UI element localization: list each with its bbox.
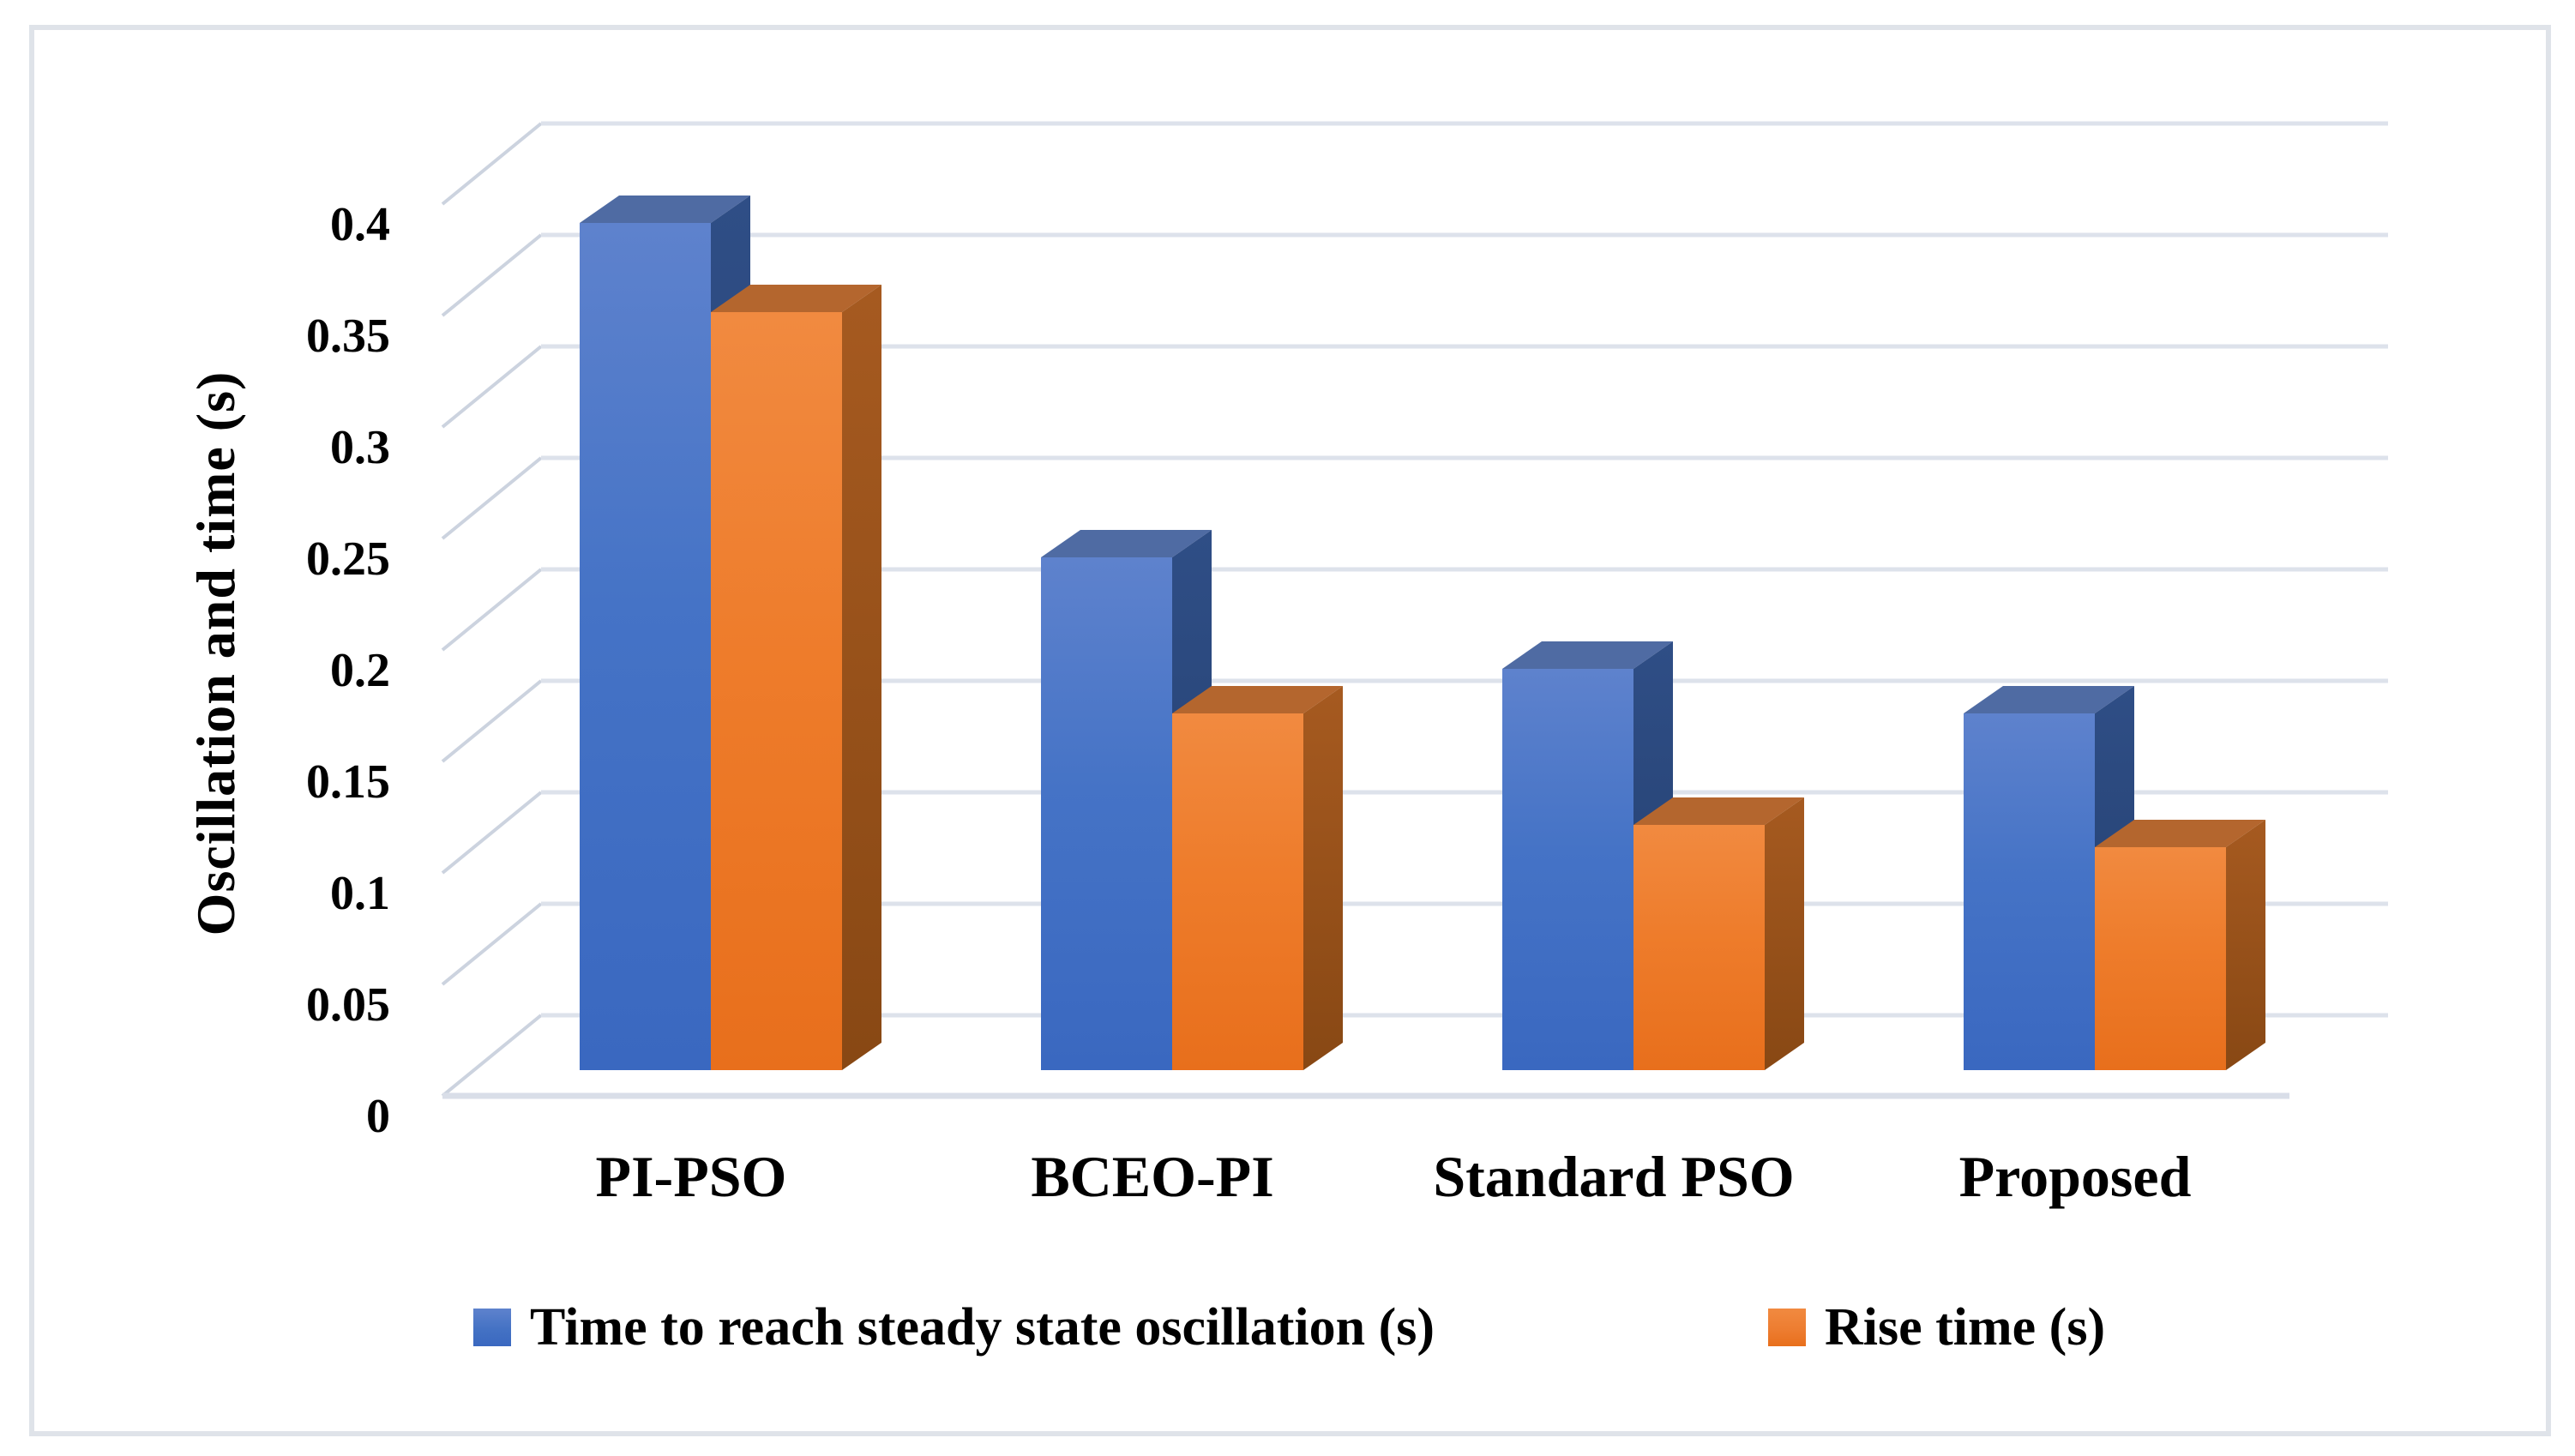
- y-tick-label-0: 0: [366, 1090, 390, 1143]
- legend-swatch-series1-icon: [473, 1309, 511, 1346]
- bar-front-face: [1633, 825, 1765, 1070]
- bar-top-face: [1964, 686, 2134, 713]
- legend-item-series2: Rise time (s): [1768, 1297, 2105, 1358]
- bar-front-face: [580, 223, 711, 1070]
- bar-side-face: [1765, 797, 1804, 1070]
- bar-top-face: [1041, 530, 1212, 557]
- bar-front-face: [1041, 557, 1172, 1070]
- y-tick-label-0.1: 0.1: [330, 867, 390, 920]
- bar-side-face: [2226, 820, 2265, 1070]
- bar-top-face: [580, 196, 750, 223]
- bar-front-face: [1502, 669, 1633, 1070]
- bar-front-face: [1964, 713, 2095, 1070]
- x-category-label-pi-pso: PI-PSO: [595, 1144, 787, 1209]
- legend-item-series1: Time to reach steady state oscillation (…: [473, 1297, 1435, 1358]
- bar-bceo-pi-series2: [1172, 686, 1343, 1070]
- y-tick-label-0.15: 0.15: [306, 755, 390, 809]
- y-tick-line-0.4: [441, 122, 543, 206]
- y-tick-label-0.35: 0.35: [306, 310, 390, 363]
- y-tick-label-0.05: 0.05: [306, 978, 390, 1032]
- legend-label-series1: Time to reach steady state oscillation (…: [530, 1297, 1435, 1357]
- y-tick-line-0.2: [441, 568, 543, 652]
- bar-front-face: [711, 312, 842, 1070]
- y-tick-line-0.15: [441, 679, 543, 763]
- bar-top-face: [1502, 641, 1673, 669]
- bar-front-face: [1172, 713, 1303, 1070]
- bar-pi-pso-series2: [711, 285, 881, 1070]
- legend-label-series2: Rise time (s): [1825, 1297, 2106, 1357]
- bar-top-face: [711, 285, 881, 312]
- y-tick-label-0.25: 0.25: [306, 532, 390, 586]
- y-tick-line-0.35: [441, 233, 543, 317]
- x-category-label-standard-pso: Standard PSO: [1433, 1144, 1795, 1209]
- y-tick-line-0.25: [441, 456, 543, 540]
- bar-top-face: [2095, 820, 2265, 847]
- y-tick-line-0.05: [441, 902, 543, 986]
- bar-top-face: [1172, 686, 1343, 713]
- bars: [580, 196, 2265, 1070]
- bar-proposed-series2: [2095, 820, 2265, 1070]
- bar-front-face: [2095, 847, 2226, 1070]
- y-tick-label-0.2: 0.2: [330, 644, 390, 697]
- y-tick-line-0.3: [441, 345, 543, 429]
- x-category-label-bceo-pi: BCEO-PI: [1031, 1144, 1274, 1209]
- y-tick-line-0.1: [441, 791, 543, 875]
- bar-top-face: [1633, 797, 1804, 825]
- y-tick-label-0.4: 0.4: [330, 198, 390, 251]
- y-tick-label-0.3: 0.3: [330, 421, 390, 474]
- y-tick-line-0: [441, 1014, 543, 1098]
- x-category-label-proposed: Proposed: [1958, 1144, 2192, 1209]
- bar-standard-pso-series2: [1633, 797, 1804, 1070]
- legend-swatch-series2-icon: [1768, 1309, 1806, 1346]
- bar-side-face: [842, 285, 881, 1070]
- bar-side-face: [1303, 686, 1343, 1070]
